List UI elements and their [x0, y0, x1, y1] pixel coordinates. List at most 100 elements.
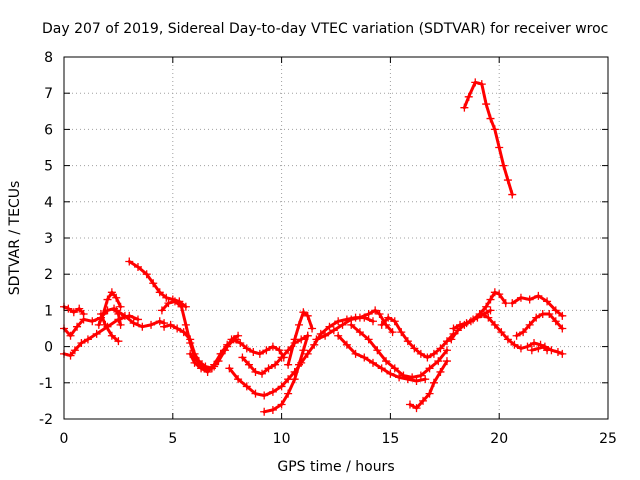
data-point	[355, 313, 364, 322]
data-point	[255, 349, 264, 358]
data-point	[399, 371, 408, 380]
y-tick-label: 0	[44, 340, 53, 356]
data-point	[155, 288, 164, 297]
data-point	[284, 389, 293, 398]
data-point	[321, 331, 330, 340]
y-tick-label: 5	[44, 159, 53, 175]
data-point	[107, 288, 116, 297]
data-point	[223, 342, 232, 351]
data-point	[116, 302, 125, 311]
data-point	[477, 80, 486, 89]
data-point	[268, 405, 277, 414]
data-point	[166, 320, 175, 329]
data-point	[310, 340, 319, 349]
data-point	[421, 375, 430, 384]
data-point	[107, 331, 116, 340]
data-point	[303, 349, 312, 358]
data-point	[516, 344, 525, 353]
data-point	[299, 346, 308, 355]
data-point	[347, 320, 356, 329]
series-trace	[99, 312, 120, 343]
data-point	[416, 371, 425, 380]
data-point	[125, 257, 134, 266]
data-point	[436, 367, 445, 376]
data-point	[499, 161, 508, 170]
data-point	[164, 299, 173, 308]
data-point	[377, 320, 386, 329]
data-point	[70, 346, 79, 355]
data-point	[329, 326, 338, 335]
series-track-t	[447, 306, 495, 344]
data-point	[244, 360, 253, 369]
data-point	[516, 293, 525, 302]
data-point	[114, 337, 123, 346]
data-point	[216, 349, 225, 358]
y-tick-label: 7	[44, 86, 53, 102]
data-point	[482, 302, 491, 311]
data-point	[275, 346, 284, 355]
series-trace	[510, 294, 564, 318]
data-point	[360, 353, 369, 362]
series-track-x	[508, 291, 567, 320]
series-trace	[62, 314, 140, 358]
grid	[64, 57, 608, 419]
y-axis-label: SDTVAR / TECUs	[7, 181, 23, 296]
data-point	[388, 328, 397, 337]
data-point	[264, 364, 273, 373]
data-point	[290, 375, 299, 384]
data-point	[234, 375, 243, 384]
data-point	[534, 344, 543, 353]
data-point	[460, 103, 469, 112]
data-point	[147, 320, 156, 329]
data-point	[103, 295, 112, 304]
data-point	[260, 391, 269, 400]
data-point	[271, 360, 280, 369]
data-point	[295, 360, 304, 369]
x-tick-label: 10	[273, 431, 291, 447]
data-point	[186, 335, 195, 344]
data-point	[210, 360, 219, 369]
data-point	[173, 324, 182, 333]
data-point	[442, 357, 451, 366]
plot-frame	[63, 56, 609, 420]
series-trace	[286, 310, 314, 367]
y-tick-label: 6	[44, 122, 53, 138]
data-point	[442, 337, 451, 346]
data-point	[258, 369, 267, 378]
data-point	[429, 378, 438, 387]
data-point	[181, 320, 190, 329]
series-track-y	[512, 310, 567, 340]
series-track-q	[347, 320, 451, 382]
data-point	[519, 328, 528, 337]
data-point	[525, 320, 534, 329]
data-point	[155, 317, 164, 326]
data-point	[308, 324, 317, 333]
y-tick-label: -1	[39, 376, 53, 392]
data-point	[277, 353, 286, 362]
data-point	[495, 290, 504, 299]
data-point	[545, 310, 554, 319]
data-point	[551, 317, 560, 326]
data-point	[371, 306, 380, 315]
data-point	[503, 335, 512, 344]
data-point	[242, 344, 251, 353]
data-point	[386, 369, 395, 378]
data-point	[179, 328, 188, 337]
data-point	[525, 295, 534, 304]
data-point	[527, 346, 536, 355]
data-point	[162, 293, 171, 302]
data-point	[295, 320, 304, 329]
data-point	[382, 357, 391, 366]
data-point	[523, 342, 532, 351]
data-point	[558, 349, 567, 358]
data-point	[129, 319, 138, 328]
data-point	[133, 315, 142, 324]
y-tick-label: 4	[44, 195, 53, 211]
series-track-r	[377, 313, 458, 362]
data-point	[508, 299, 517, 308]
data-point	[242, 382, 251, 391]
series-trace	[349, 323, 449, 379]
data-point	[397, 328, 406, 337]
data-point	[532, 313, 541, 322]
